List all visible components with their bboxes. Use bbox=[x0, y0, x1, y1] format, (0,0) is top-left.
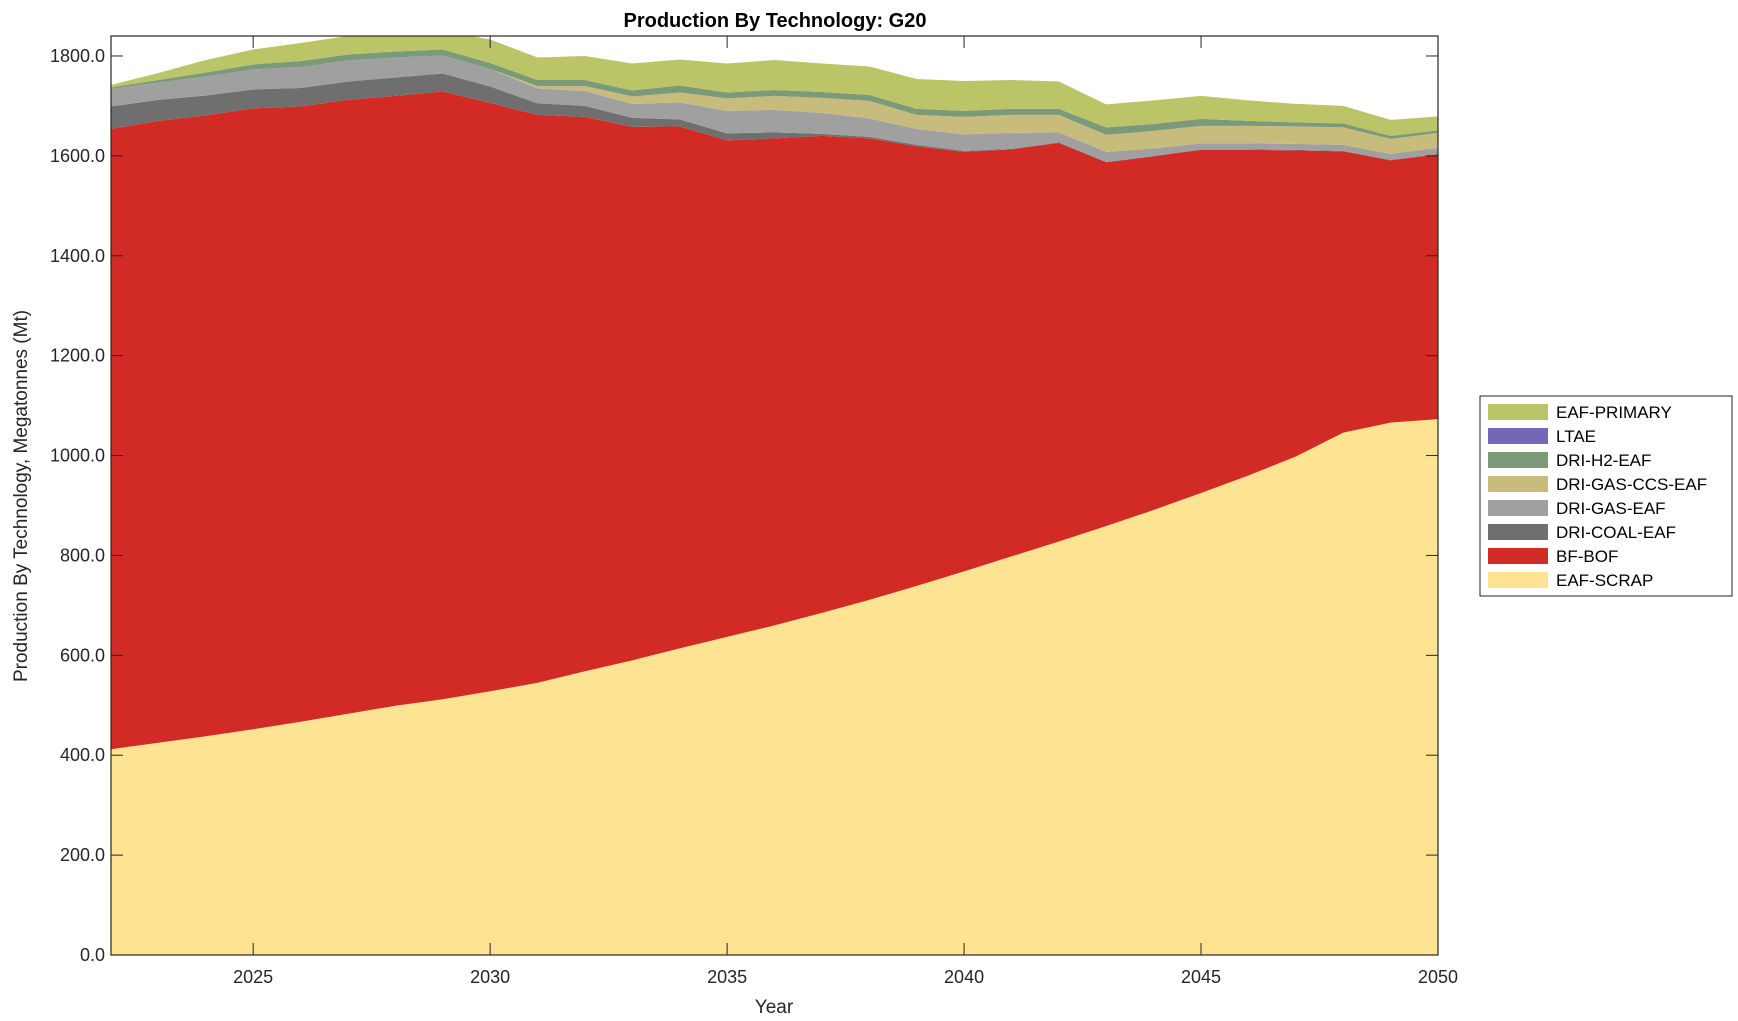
x-tick-label: 2035 bbox=[707, 967, 747, 987]
y-tick-label: 1800.0 bbox=[50, 46, 105, 66]
legend-swatch bbox=[1488, 548, 1548, 564]
y-tick-label: 1600.0 bbox=[50, 146, 105, 166]
y-tick-label: 600.0 bbox=[60, 645, 105, 665]
y-axis-ticks: 0.0 200.0 400.0 600.0 800.0 1000.0 1200.0 1400.… bbox=[50, 46, 1438, 965]
legend-label: DRI-GAS-CCS-EAF bbox=[1556, 475, 1707, 494]
legend-label: DRI-COAL-EAF bbox=[1556, 523, 1676, 542]
y-tick-label: 1400.0 bbox=[50, 246, 105, 266]
y-tick-label: 200.0 bbox=[60, 845, 105, 865]
x-tick-label: 2045 bbox=[1181, 967, 1221, 987]
x-tick-label: 2030 bbox=[470, 967, 510, 987]
chart-title: Production By Technology: G20 bbox=[624, 10, 927, 32]
y-tick-label: 1000.0 bbox=[50, 446, 105, 466]
y-axis-label: Production By Technology, Megatonnes (Mt… bbox=[11, 310, 32, 682]
area-dri-gas-ccs-eaf bbox=[111, 55, 1438, 154]
y-tick-label: 0.0 bbox=[80, 945, 105, 965]
stacked-areas bbox=[111, 36, 1438, 955]
legend-swatch bbox=[1488, 500, 1548, 516]
x-axis-ticks: 2025 2030 2035 2040 2045 2050 bbox=[233, 36, 1458, 987]
x-axis-label: Year bbox=[755, 997, 794, 1018]
legend-label: EAF-PRIMARY bbox=[1556, 403, 1672, 422]
plot-frame bbox=[110, 35, 1439, 956]
area-bf-bof bbox=[111, 91, 1438, 750]
x-tick-label: 2025 bbox=[233, 967, 273, 987]
legend-label: DRI-GAS-EAF bbox=[1556, 499, 1666, 518]
legend-swatch bbox=[1488, 452, 1548, 468]
legend-label: BF-BOF bbox=[1556, 547, 1618, 566]
x-tick-label: 2040 bbox=[944, 967, 984, 987]
legend-label: DRI-H2-EAF bbox=[1556, 451, 1651, 470]
legend-label: EAF-SCRAP bbox=[1556, 571, 1653, 590]
legend-swatch bbox=[1488, 404, 1548, 420]
legend-swatch bbox=[1488, 476, 1548, 492]
area-eaf-primary bbox=[111, 36, 1438, 136]
y-tick-label: 1200.0 bbox=[50, 346, 105, 366]
area-dri-h2-eaf bbox=[111, 49, 1438, 139]
legend-label: LTAE bbox=[1556, 427, 1596, 446]
legend-swatch bbox=[1488, 428, 1548, 444]
y-tick-label: 400.0 bbox=[60, 745, 105, 765]
x-tick-label: 2050 bbox=[1418, 967, 1458, 987]
y-tick-label: 800.0 bbox=[60, 545, 105, 565]
legend: EAF-PRIMARY LTAE DRI-H2-EAF DRI-GAS-CCS-EAF… bbox=[1479, 395, 1733, 597]
area-eaf-scrap bbox=[111, 419, 1438, 955]
legend-box bbox=[1479, 395, 1733, 597]
legend-swatch bbox=[1488, 572, 1548, 588]
legend-swatch bbox=[1488, 524, 1548, 540]
